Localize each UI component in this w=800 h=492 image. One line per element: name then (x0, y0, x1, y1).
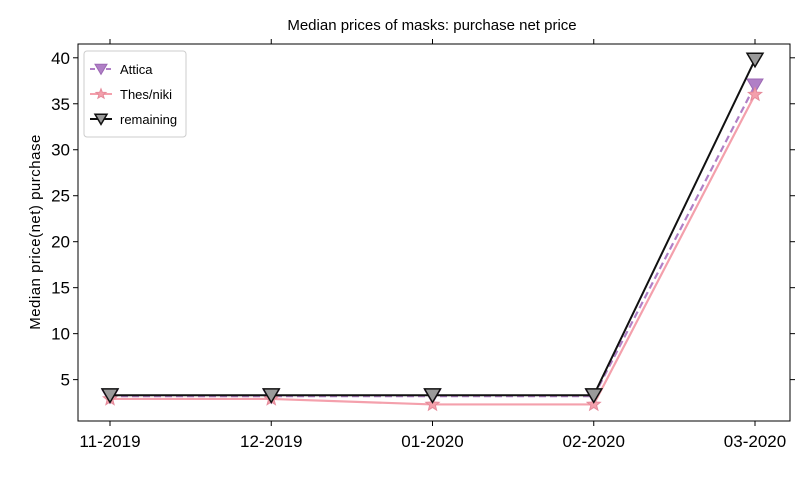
y-tick-label: 35 (51, 95, 70, 114)
data-point (261, 388, 281, 404)
data-point (100, 388, 120, 404)
x-tick-label: 01-2020 (401, 432, 463, 451)
plot-area (77, 43, 791, 422)
y-axis-label: Median price(net) purchase (27, 134, 44, 330)
series-line (110, 94, 756, 406)
legend-label: remaining (120, 112, 177, 127)
data-point (746, 78, 764, 94)
data-point (746, 86, 764, 102)
legend-label: Thes/niki (120, 87, 172, 102)
series-layer (100, 52, 765, 412)
y-tick-label: 20 (51, 233, 70, 252)
series-line (110, 59, 756, 397)
y-tick-label: 40 (51, 49, 70, 68)
y-tick-label: 30 (51, 141, 70, 160)
series-thes-niki (101, 86, 764, 412)
y-tick-label: 10 (51, 325, 70, 344)
data-point (94, 87, 108, 100)
data-point (94, 63, 108, 76)
legend-box (83, 50, 187, 138)
x-tick-label: 11-2019 (79, 432, 140, 451)
legend-entry: Attica (90, 62, 153, 77)
y-tick-label: 25 (51, 187, 70, 206)
chart-title: Median prices of masks: purchase net pri… (287, 17, 576, 34)
x-tick-label: 12-2019 (240, 432, 302, 451)
x-tick-label: 03-2020 (724, 432, 786, 451)
legend-entry: remaining (90, 112, 177, 127)
legend-label: Attica (120, 62, 153, 77)
y-tick-label: 15 (51, 279, 70, 298)
axis-ticks: 11-2019 12-2019 01-2020 02-2020 03-2020 5 10 15… (51, 39, 795, 451)
series-attica (101, 78, 764, 405)
x-tick-label: 02-2020 (563, 432, 625, 451)
data-point (584, 388, 604, 404)
legend: Attica Thes/niki remaining (83, 50, 187, 138)
data-point (93, 113, 109, 126)
data-point (745, 52, 765, 69)
legend-entry: Thes/niki (90, 87, 172, 102)
y-tick-label: 5 (61, 371, 70, 390)
data-point (423, 388, 442, 404)
series-remaining (100, 52, 765, 404)
series-line (110, 84, 756, 398)
